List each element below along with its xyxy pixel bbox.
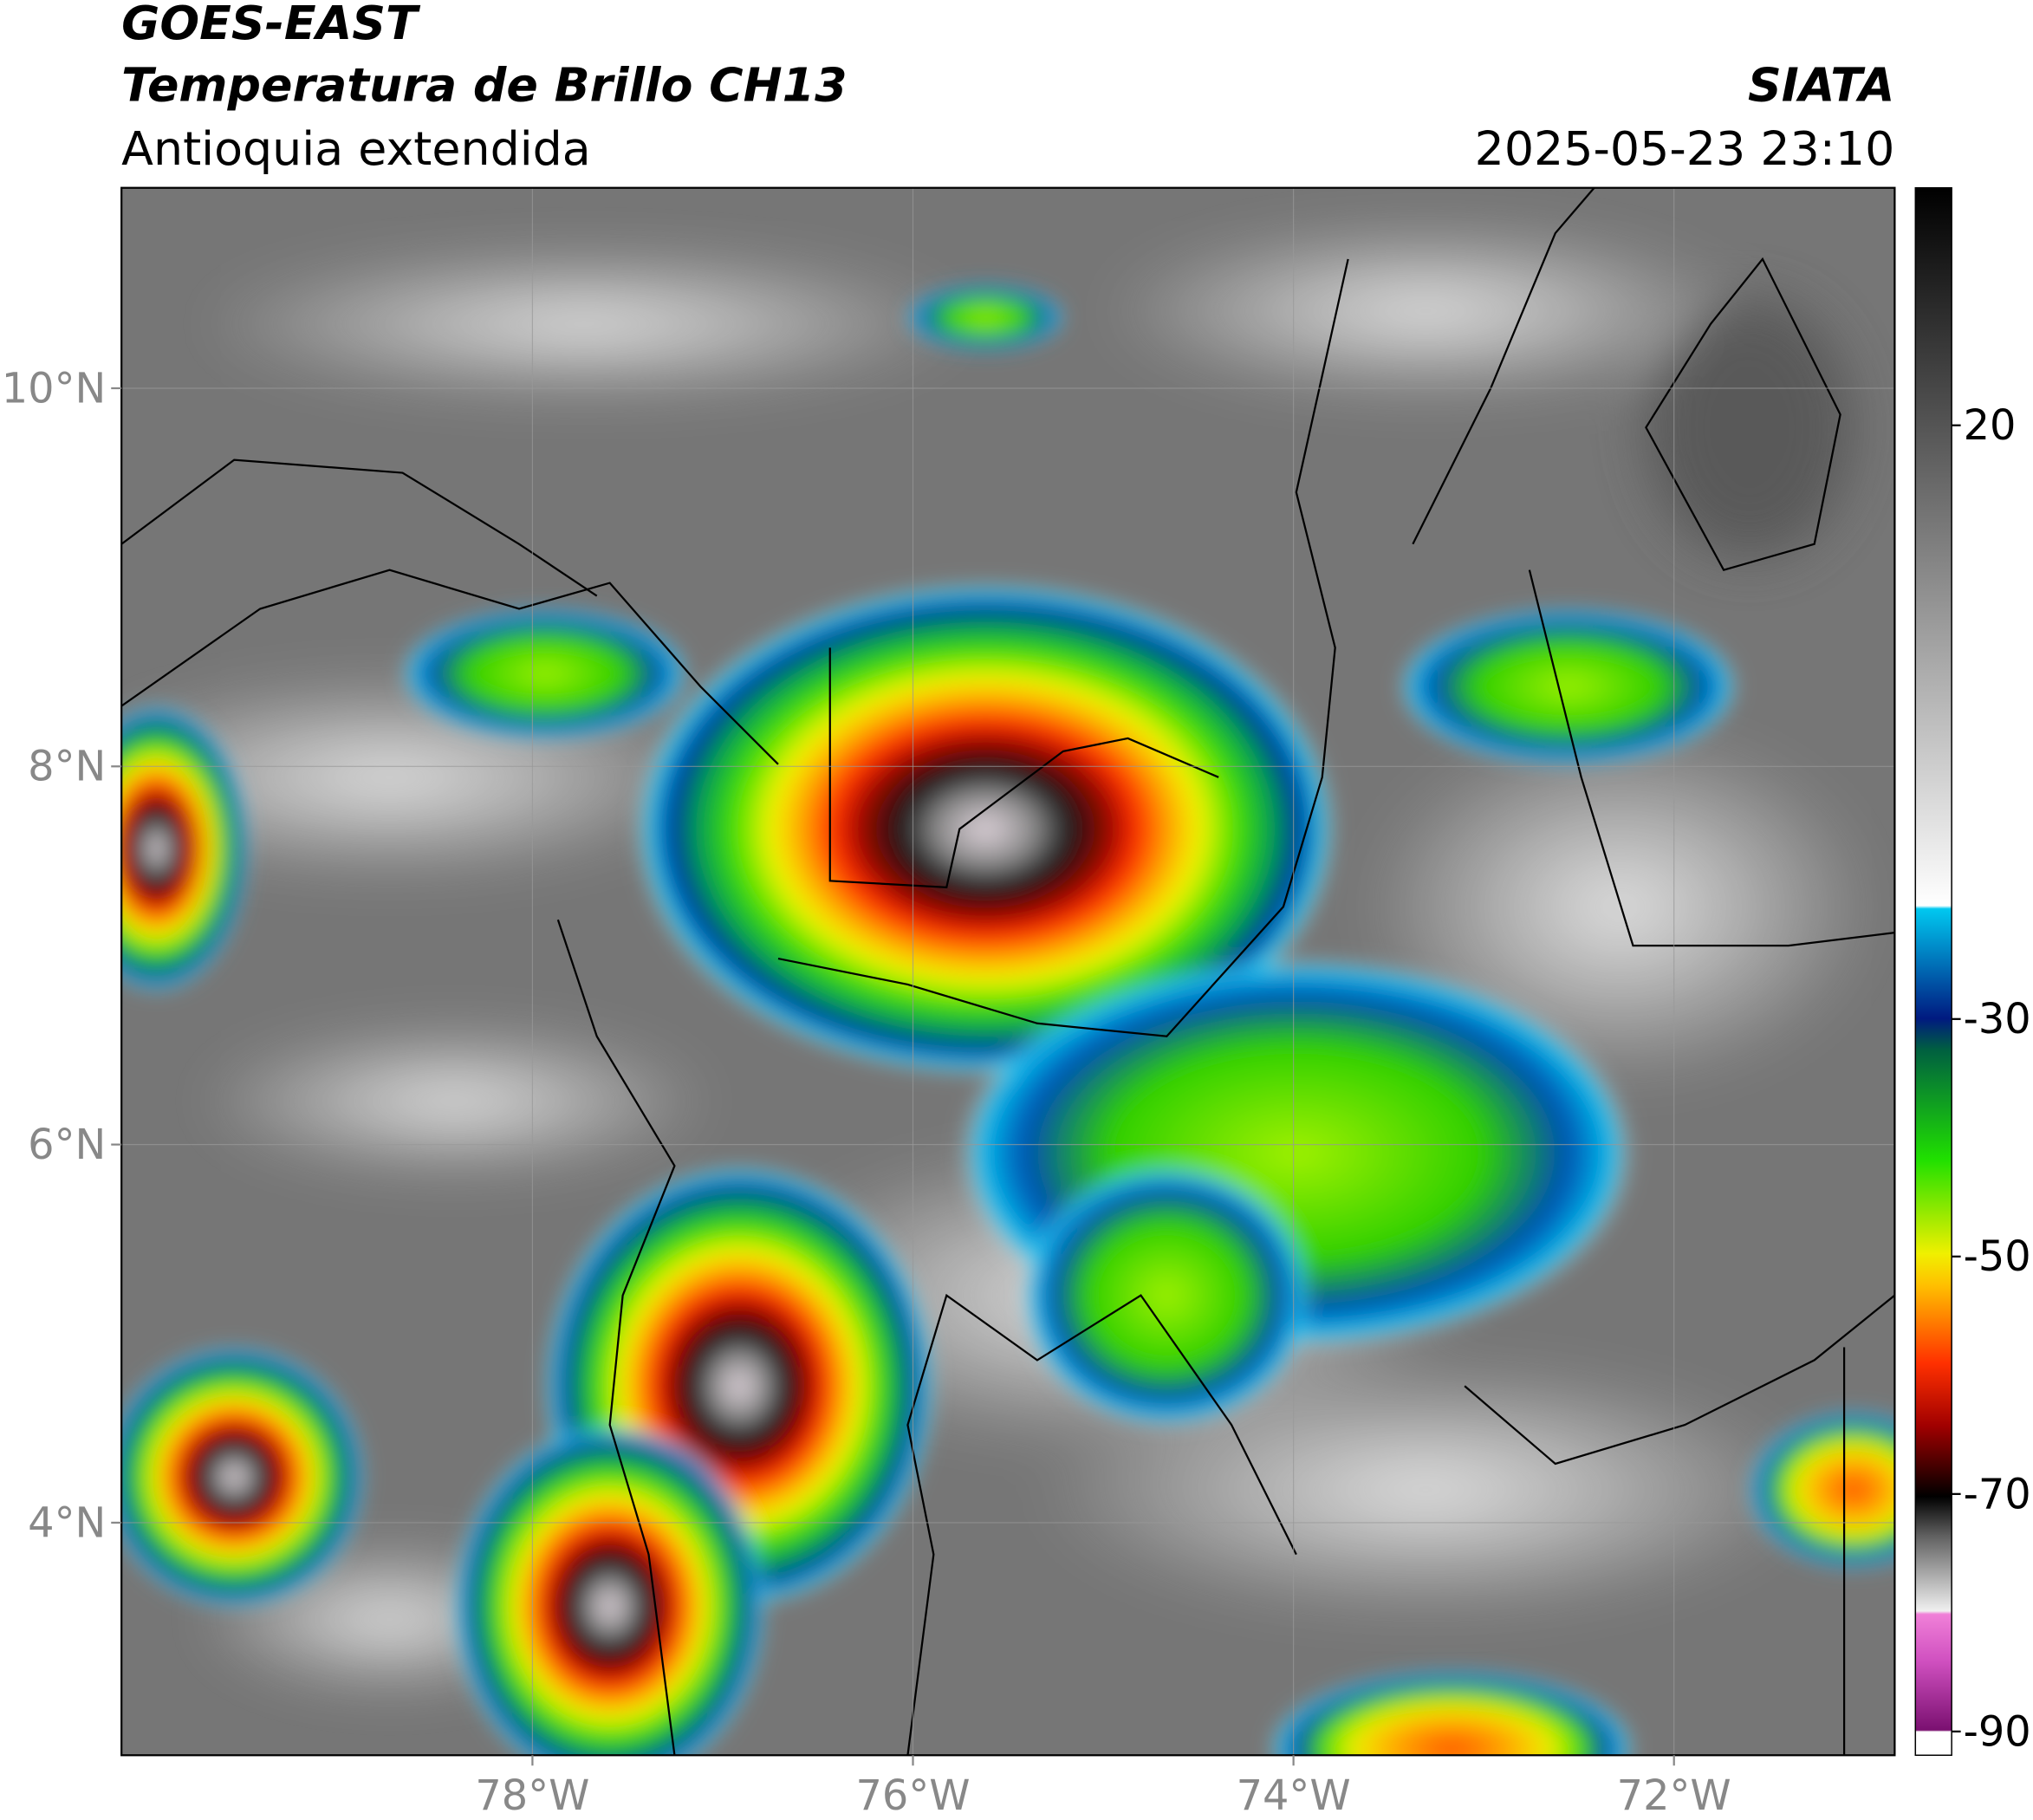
y-tick-label: 6°N bbox=[28, 1121, 106, 1169]
y-tick-label: 10°N bbox=[2, 365, 107, 413]
satellite-image bbox=[121, 187, 1895, 1756]
source: SIATA bbox=[1748, 58, 1894, 113]
title: GOES-EAST bbox=[121, 0, 421, 50]
map-frame bbox=[120, 186, 1896, 1757]
colorbar-tick-label: -90 bbox=[1964, 1708, 2031, 1756]
colorbar-tick-label: 20 bbox=[1964, 402, 2017, 450]
grid bbox=[121, 187, 1895, 1756]
x-tick-label: 74°W bbox=[1237, 1772, 1351, 1820]
colorbar-tick-label: -30 bbox=[1964, 996, 2031, 1043]
subtitle: Temperatura de Brillo CH13 bbox=[121, 58, 847, 113]
y-tick-label: 4°N bbox=[28, 1499, 106, 1547]
colorbar-tick-label: -50 bbox=[1964, 1233, 2031, 1281]
region: Antioquia extendida bbox=[121, 121, 591, 176]
datetime: 2025-05-23 23:10 bbox=[1475, 121, 1895, 176]
colorbar bbox=[1914, 186, 1952, 1757]
colorbar-tick-label: -70 bbox=[1964, 1471, 2031, 1518]
x-tick-label: 78°W bbox=[475, 1772, 589, 1820]
y-tick-label: 8°N bbox=[28, 744, 106, 791]
borders bbox=[121, 187, 1895, 1756]
x-tick-label: 76°W bbox=[855, 1772, 970, 1820]
x-tick-label: 72°W bbox=[1617, 1772, 1731, 1820]
